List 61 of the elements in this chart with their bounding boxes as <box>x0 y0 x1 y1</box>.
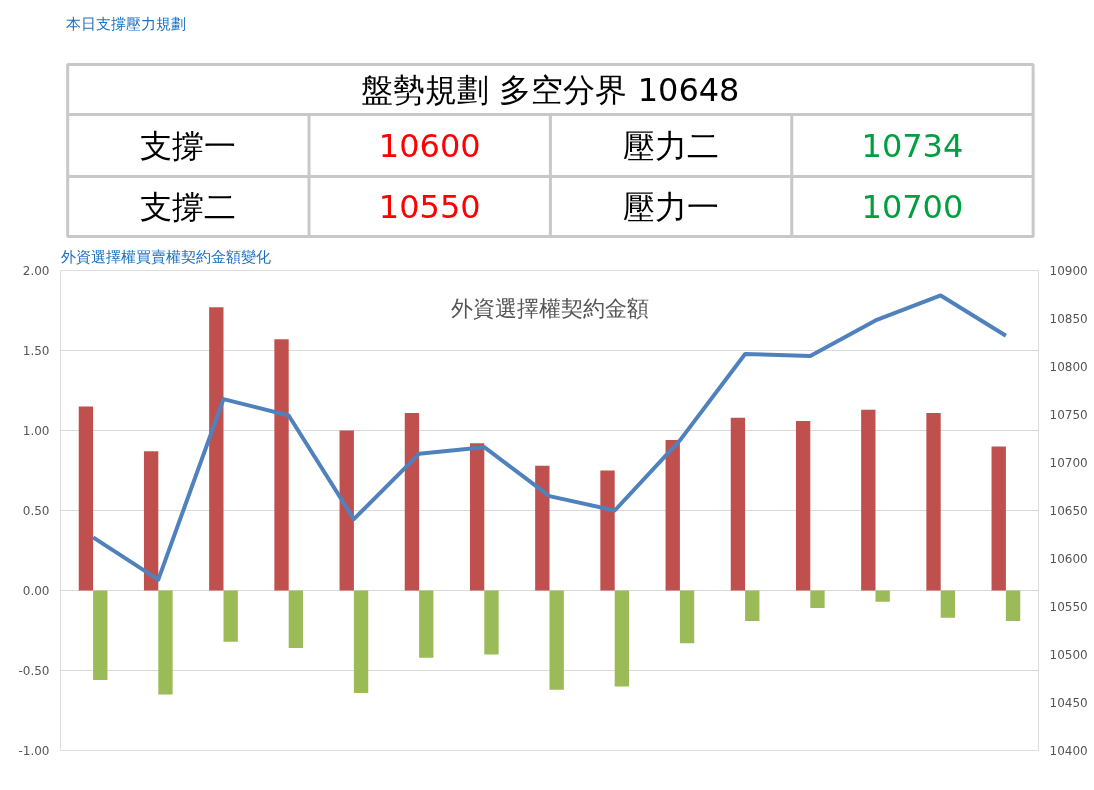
y-tick-label: 0.00 <box>22 584 50 598</box>
bar <box>78 406 94 591</box>
y-tick-label: -1.00 <box>18 744 50 758</box>
bar <box>665 440 680 591</box>
bar <box>745 590 760 621</box>
bar <box>404 412 420 591</box>
text: 10734 <box>861 127 964 165</box>
text: 外資選擇權契約金額 <box>450 295 649 321</box>
text: 支撐二 <box>140 187 237 226</box>
bar <box>535 465 550 591</box>
chart-title: 外資選擇權買賣權契約金額變化 <box>60 247 271 266</box>
y-tick-label: 0.50 <box>22 504 50 518</box>
text: 盤勢規劃 多空分界 10648 <box>361 70 740 109</box>
bar <box>549 590 564 690</box>
bar <box>288 590 304 649</box>
y-tick-label: 1.00 <box>22 424 50 438</box>
bar <box>730 417 746 591</box>
bar <box>679 590 695 644</box>
bar <box>353 590 369 693</box>
bar <box>600 470 615 591</box>
y2-tick-label: 10900 <box>1049 264 1088 278</box>
bar <box>209 307 224 591</box>
y-tick-label: 2.00 <box>22 264 50 278</box>
text: 支撐一 <box>140 126 237 165</box>
bar <box>614 590 630 687</box>
bar <box>810 590 825 609</box>
y2-tick-label: 10400 <box>1049 744 1088 758</box>
y-tick-label: -0.50 <box>18 664 50 678</box>
text: 本日支撐壓力規劃 <box>65 14 186 33</box>
y2-tick-label: 10500 <box>1049 648 1088 662</box>
text: 壓力二 <box>623 126 720 165</box>
bar <box>223 590 238 642</box>
y2-tick-label: 10550 <box>1049 600 1088 614</box>
y2-tick-label: 10800 <box>1049 360 1088 374</box>
bar <box>940 590 956 618</box>
y-tick-label: 1.50 <box>22 344 50 358</box>
bar <box>795 420 811 591</box>
bar <box>1005 590 1021 621</box>
text: 10700 <box>861 188 964 226</box>
bar <box>274 339 289 591</box>
bar <box>991 446 1006 591</box>
bar <box>419 590 434 658</box>
bar <box>926 412 941 591</box>
bar <box>484 590 499 655</box>
y2-tick-label: 10600 <box>1049 552 1088 566</box>
text: 10550 <box>378 188 481 226</box>
text: 10600 <box>378 127 481 165</box>
y2-tick-label: 10650 <box>1049 504 1088 518</box>
bar <box>93 590 108 681</box>
bar <box>875 590 890 602</box>
bar <box>339 430 354 591</box>
y2-tick-label: 10750 <box>1049 408 1088 422</box>
bar <box>143 451 159 591</box>
bar <box>469 443 485 591</box>
y2-tick-label: 10700 <box>1049 456 1088 470</box>
y2-tick-label: 10450 <box>1049 696 1088 710</box>
line-series <box>91 293 1008 582</box>
text: 壓力一 <box>623 187 720 226</box>
bar <box>861 409 876 591</box>
bar <box>158 590 173 695</box>
y2-tick-label: 10850 <box>1049 312 1088 326</box>
